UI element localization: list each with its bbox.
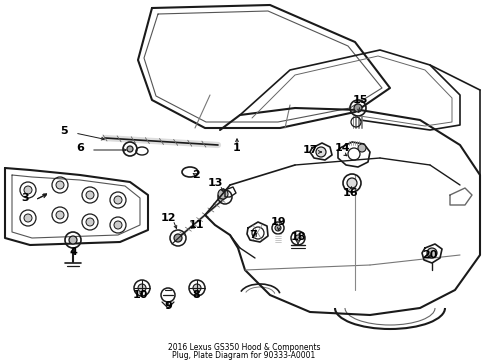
- Circle shape: [69, 236, 77, 244]
- Text: 6: 6: [76, 143, 84, 153]
- Circle shape: [114, 221, 122, 229]
- Circle shape: [193, 284, 201, 292]
- Text: 9: 9: [164, 301, 172, 311]
- Text: 1: 1: [233, 143, 241, 153]
- Circle shape: [346, 178, 356, 188]
- Text: 2: 2: [192, 170, 200, 180]
- Text: 3: 3: [21, 193, 29, 203]
- Text: 10: 10: [132, 290, 147, 300]
- Text: 13: 13: [207, 178, 222, 188]
- Circle shape: [294, 235, 301, 241]
- Circle shape: [86, 191, 94, 199]
- Text: 17: 17: [302, 145, 317, 155]
- Circle shape: [24, 186, 32, 194]
- Circle shape: [24, 214, 32, 222]
- Text: 4: 4: [69, 247, 77, 257]
- Text: 16: 16: [342, 188, 357, 198]
- Circle shape: [127, 146, 133, 152]
- Circle shape: [138, 284, 146, 292]
- Text: Plug, Plate Diagram for 90333-A0001: Plug, Plate Diagram for 90333-A0001: [172, 351, 315, 360]
- Circle shape: [174, 234, 182, 242]
- Text: 18: 18: [290, 232, 305, 242]
- Text: 14: 14: [334, 143, 350, 153]
- Circle shape: [357, 144, 365, 152]
- Text: 7: 7: [248, 230, 256, 240]
- Circle shape: [56, 211, 64, 219]
- Text: 11: 11: [188, 220, 203, 230]
- Circle shape: [114, 196, 122, 204]
- Circle shape: [315, 147, 325, 157]
- Text: 5: 5: [60, 126, 68, 136]
- Circle shape: [218, 189, 227, 199]
- Text: 2016 Lexus GS350 Hood & Components: 2016 Lexus GS350 Hood & Components: [167, 343, 320, 352]
- Circle shape: [86, 218, 94, 226]
- Text: 12: 12: [160, 213, 175, 223]
- Text: 19: 19: [270, 217, 285, 227]
- Circle shape: [274, 225, 281, 231]
- Text: 8: 8: [192, 290, 200, 300]
- Text: 20: 20: [422, 250, 437, 260]
- Circle shape: [56, 181, 64, 189]
- Circle shape: [426, 248, 436, 258]
- Circle shape: [353, 104, 361, 112]
- Text: 15: 15: [351, 95, 367, 105]
